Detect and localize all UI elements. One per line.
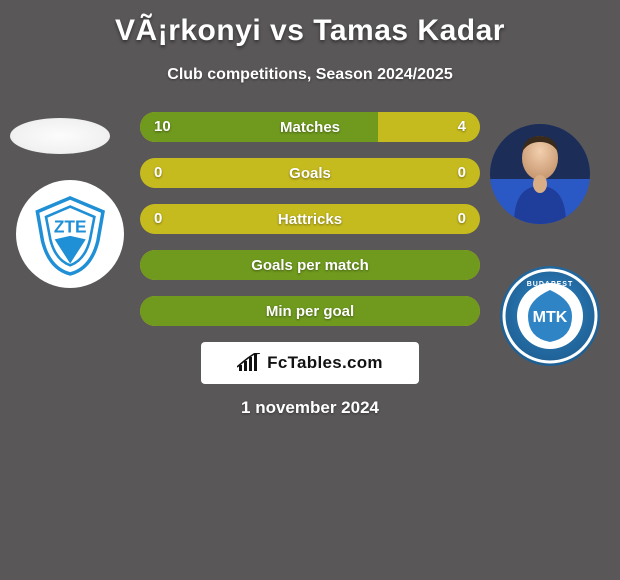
brand-text: FcTables.com — [267, 353, 383, 373]
brand-box: FcTables.com — [201, 342, 419, 384]
club-left-badge: ZTE — [16, 180, 124, 288]
stat-label: Matches — [280, 119, 340, 136]
stat-value-left: 0 — [154, 158, 162, 188]
page-title: VÃ¡rkonyi vs Tamas Kadar — [0, 0, 620, 48]
stats-container: 10 4 Matches 0 0 Goals 0 0 Hattricks Goals per ma… — [140, 112, 480, 326]
stat-label: Goals — [289, 165, 331, 182]
stat-row: 10 4 Matches — [140, 112, 480, 142]
stat-value-right: 4 — [458, 112, 466, 142]
stat-label: Min per goal — [266, 303, 354, 320]
stat-row: Goals per match — [140, 250, 480, 280]
date-text: 1 november 2024 — [0, 398, 620, 418]
club-right-name: BUDAPEST — [527, 281, 574, 288]
stat-fill-left — [140, 112, 378, 142]
stat-label: Hattricks — [278, 211, 342, 228]
chart-icon — [237, 353, 261, 373]
club-right-badge: MTK BUDAPEST — [500, 266, 600, 366]
player-right-avatar — [490, 124, 590, 224]
player-left-avatar — [10, 118, 110, 154]
stat-row: 0 0 Hattricks — [140, 204, 480, 234]
stat-row: Min per goal — [140, 296, 480, 326]
stat-row: 0 0 Goals — [140, 158, 480, 188]
club-right-code: MTK — [533, 309, 568, 326]
stat-value-right: 0 — [458, 204, 466, 234]
stat-value-left: 0 — [154, 204, 162, 234]
page-subtitle: Club competitions, Season 2024/2025 — [0, 66, 620, 84]
stat-value-right: 0 — [458, 158, 466, 188]
stat-label: Goals per match — [251, 257, 369, 274]
club-left-code: ZTE — [54, 216, 87, 236]
stat-value-left: 10 — [154, 112, 171, 142]
